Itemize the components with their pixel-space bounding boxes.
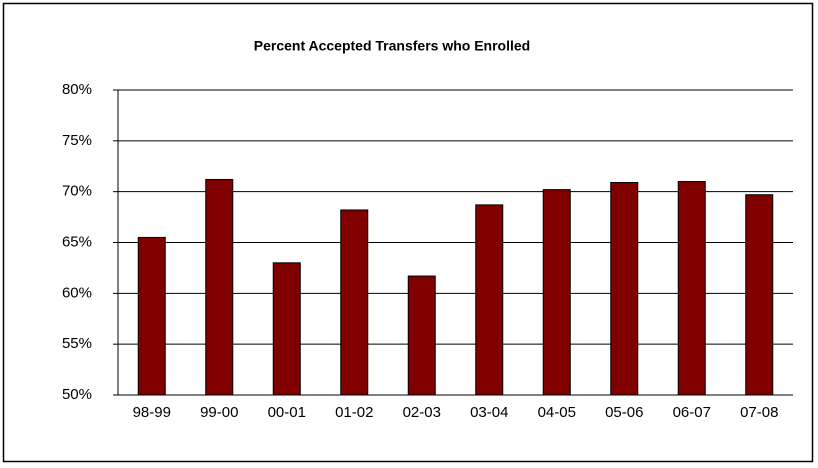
x-tick-label: 98-99 [133, 404, 171, 421]
bar [137, 236, 166, 396]
x-tick-label: 00-01 [268, 404, 306, 421]
y-tick-label: 55% [62, 335, 92, 352]
y-tick-label: 50% [62, 386, 92, 403]
x-tick-label: 04-05 [538, 404, 576, 421]
x-tick-label: 99-00 [200, 404, 238, 421]
x-tick-label: 01-02 [335, 404, 373, 421]
x-tick-label: 05-06 [605, 404, 643, 421]
bar [407, 275, 436, 396]
x-tick-label: 03-04 [470, 404, 508, 421]
x-tick-label: 02-03 [403, 404, 441, 421]
y-tick-label: 65% [62, 233, 92, 250]
bar [340, 209, 369, 396]
y-tick-label: 70% [62, 183, 92, 200]
bar [677, 181, 706, 396]
y-tick-label: 60% [62, 284, 92, 301]
y-tick-label: 80% [62, 81, 92, 98]
x-tick-label: 07-08 [740, 404, 778, 421]
bar [475, 204, 504, 396]
bar [610, 182, 639, 396]
chart-title: Percent Accepted Transfers who Enrolled [254, 38, 530, 54]
y-tick-label: 75% [62, 132, 92, 149]
bar [272, 262, 301, 396]
bar [745, 194, 774, 396]
bar [542, 189, 571, 396]
x-tick-label: 06-07 [673, 404, 711, 421]
bar [205, 178, 234, 396]
